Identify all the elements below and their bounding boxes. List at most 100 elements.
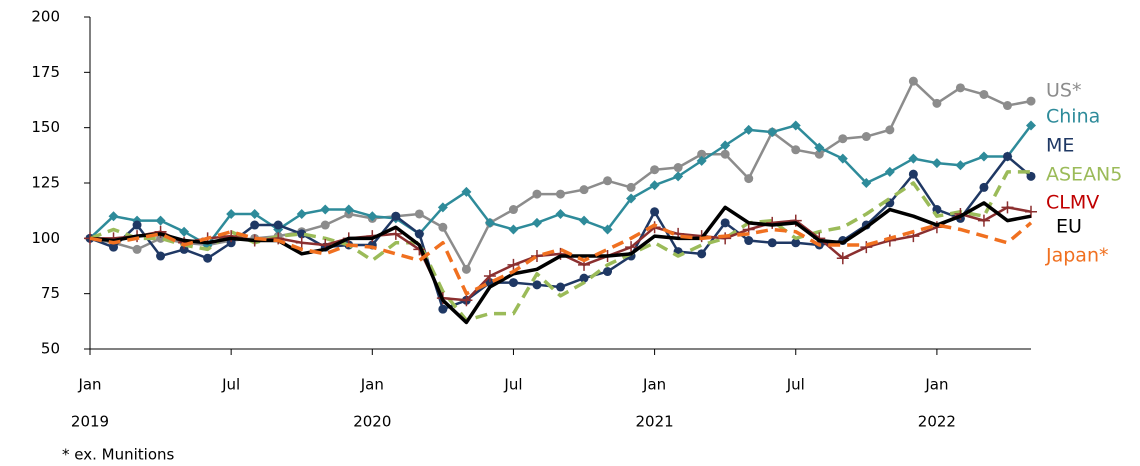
- marker: [814, 149, 824, 159]
- marker: [979, 182, 989, 192]
- marker: [931, 158, 942, 169]
- series-label: US*: [1046, 80, 1081, 102]
- y-tick-label: 150: [31, 118, 60, 136]
- marker: [790, 120, 801, 131]
- marker: [320, 220, 330, 230]
- marker: [438, 304, 448, 314]
- marker: [555, 208, 566, 219]
- marker: [673, 163, 683, 173]
- marker: [955, 83, 965, 93]
- marker: [179, 226, 190, 237]
- marker: [837, 153, 848, 164]
- marker: [1002, 151, 1012, 161]
- series-label: CLMV: [1046, 192, 1099, 214]
- marker: [225, 230, 238, 243]
- marker: [908, 169, 918, 179]
- marker: [438, 222, 448, 232]
- marker: [602, 224, 613, 235]
- marker: [132, 220, 142, 230]
- marker: [720, 140, 731, 151]
- marker: [955, 160, 966, 171]
- marker: [532, 280, 542, 290]
- marker: [626, 193, 637, 204]
- marker: [460, 294, 473, 307]
- series-line: [89, 221, 1033, 296]
- marker: [556, 189, 565, 199]
- marker: [461, 186, 472, 197]
- year-label: 2021: [636, 413, 674, 431]
- marker: [861, 132, 871, 142]
- marker: [720, 149, 730, 159]
- marker: [744, 236, 754, 246]
- marker: [250, 220, 260, 230]
- marker: [414, 229, 424, 239]
- series-label: China: [1046, 106, 1100, 128]
- marker: [1025, 205, 1037, 218]
- marker: [696, 155, 707, 166]
- marker: [437, 202, 448, 213]
- marker: [977, 214, 990, 227]
- marker: [155, 215, 166, 226]
- marker: [908, 76, 918, 86]
- marker: [508, 224, 519, 235]
- marker: [719, 232, 732, 245]
- y-tick-label: 200: [31, 8, 60, 26]
- x-tick-label: Jan: [360, 376, 384, 394]
- marker: [132, 244, 142, 254]
- marker: [579, 273, 589, 283]
- marker: [108, 211, 119, 222]
- x-tick-label: Jan: [642, 376, 666, 394]
- marker: [532, 189, 542, 199]
- marker: [650, 207, 660, 217]
- marker: [791, 238, 801, 248]
- marker: [273, 220, 283, 230]
- marker: [1026, 120, 1036, 131]
- marker: [838, 134, 848, 144]
- marker: [507, 258, 520, 271]
- marker: [343, 204, 354, 215]
- y-tick-label: 75: [41, 284, 60, 302]
- marker: [626, 182, 636, 192]
- marker: [296, 208, 307, 219]
- marker: [978, 151, 989, 162]
- marker: [767, 127, 778, 138]
- footnote: * ex. Munitions: [62, 446, 175, 464]
- y-tick-label: 125: [31, 174, 60, 192]
- marker: [389, 227, 402, 240]
- marker: [673, 171, 684, 182]
- marker: [1002, 101, 1012, 111]
- marker: [861, 178, 872, 188]
- marker: [625, 241, 638, 254]
- marker: [932, 98, 942, 108]
- marker: [508, 205, 518, 215]
- marker: [697, 149, 707, 159]
- marker: [508, 278, 518, 288]
- marker: [650, 165, 660, 175]
- series-label: Japan*: [1045, 245, 1109, 267]
- marker: [367, 211, 378, 222]
- marker: [320, 204, 331, 215]
- marker: [156, 251, 166, 261]
- series-line: [89, 201, 1032, 325]
- year-label: 2020: [353, 413, 391, 431]
- marker: [530, 250, 543, 263]
- marker: [884, 166, 895, 177]
- marker: [766, 216, 779, 229]
- marker: [791, 145, 801, 155]
- year-label: 2022: [918, 413, 956, 431]
- series-label: ME: [1046, 135, 1074, 157]
- marker: [908, 153, 919, 164]
- marker: [484, 217, 495, 228]
- marker: [603, 176, 613, 186]
- marker: [297, 229, 307, 239]
- marker: [885, 125, 895, 135]
- series-label: ASEAN5: [1046, 164, 1122, 186]
- marker: [391, 211, 401, 221]
- marker: [109, 242, 119, 252]
- marker: [579, 215, 590, 226]
- x-tick-label: Jul: [786, 376, 805, 394]
- marker: [1001, 201, 1014, 214]
- x-tick-label: Jul: [221, 376, 240, 394]
